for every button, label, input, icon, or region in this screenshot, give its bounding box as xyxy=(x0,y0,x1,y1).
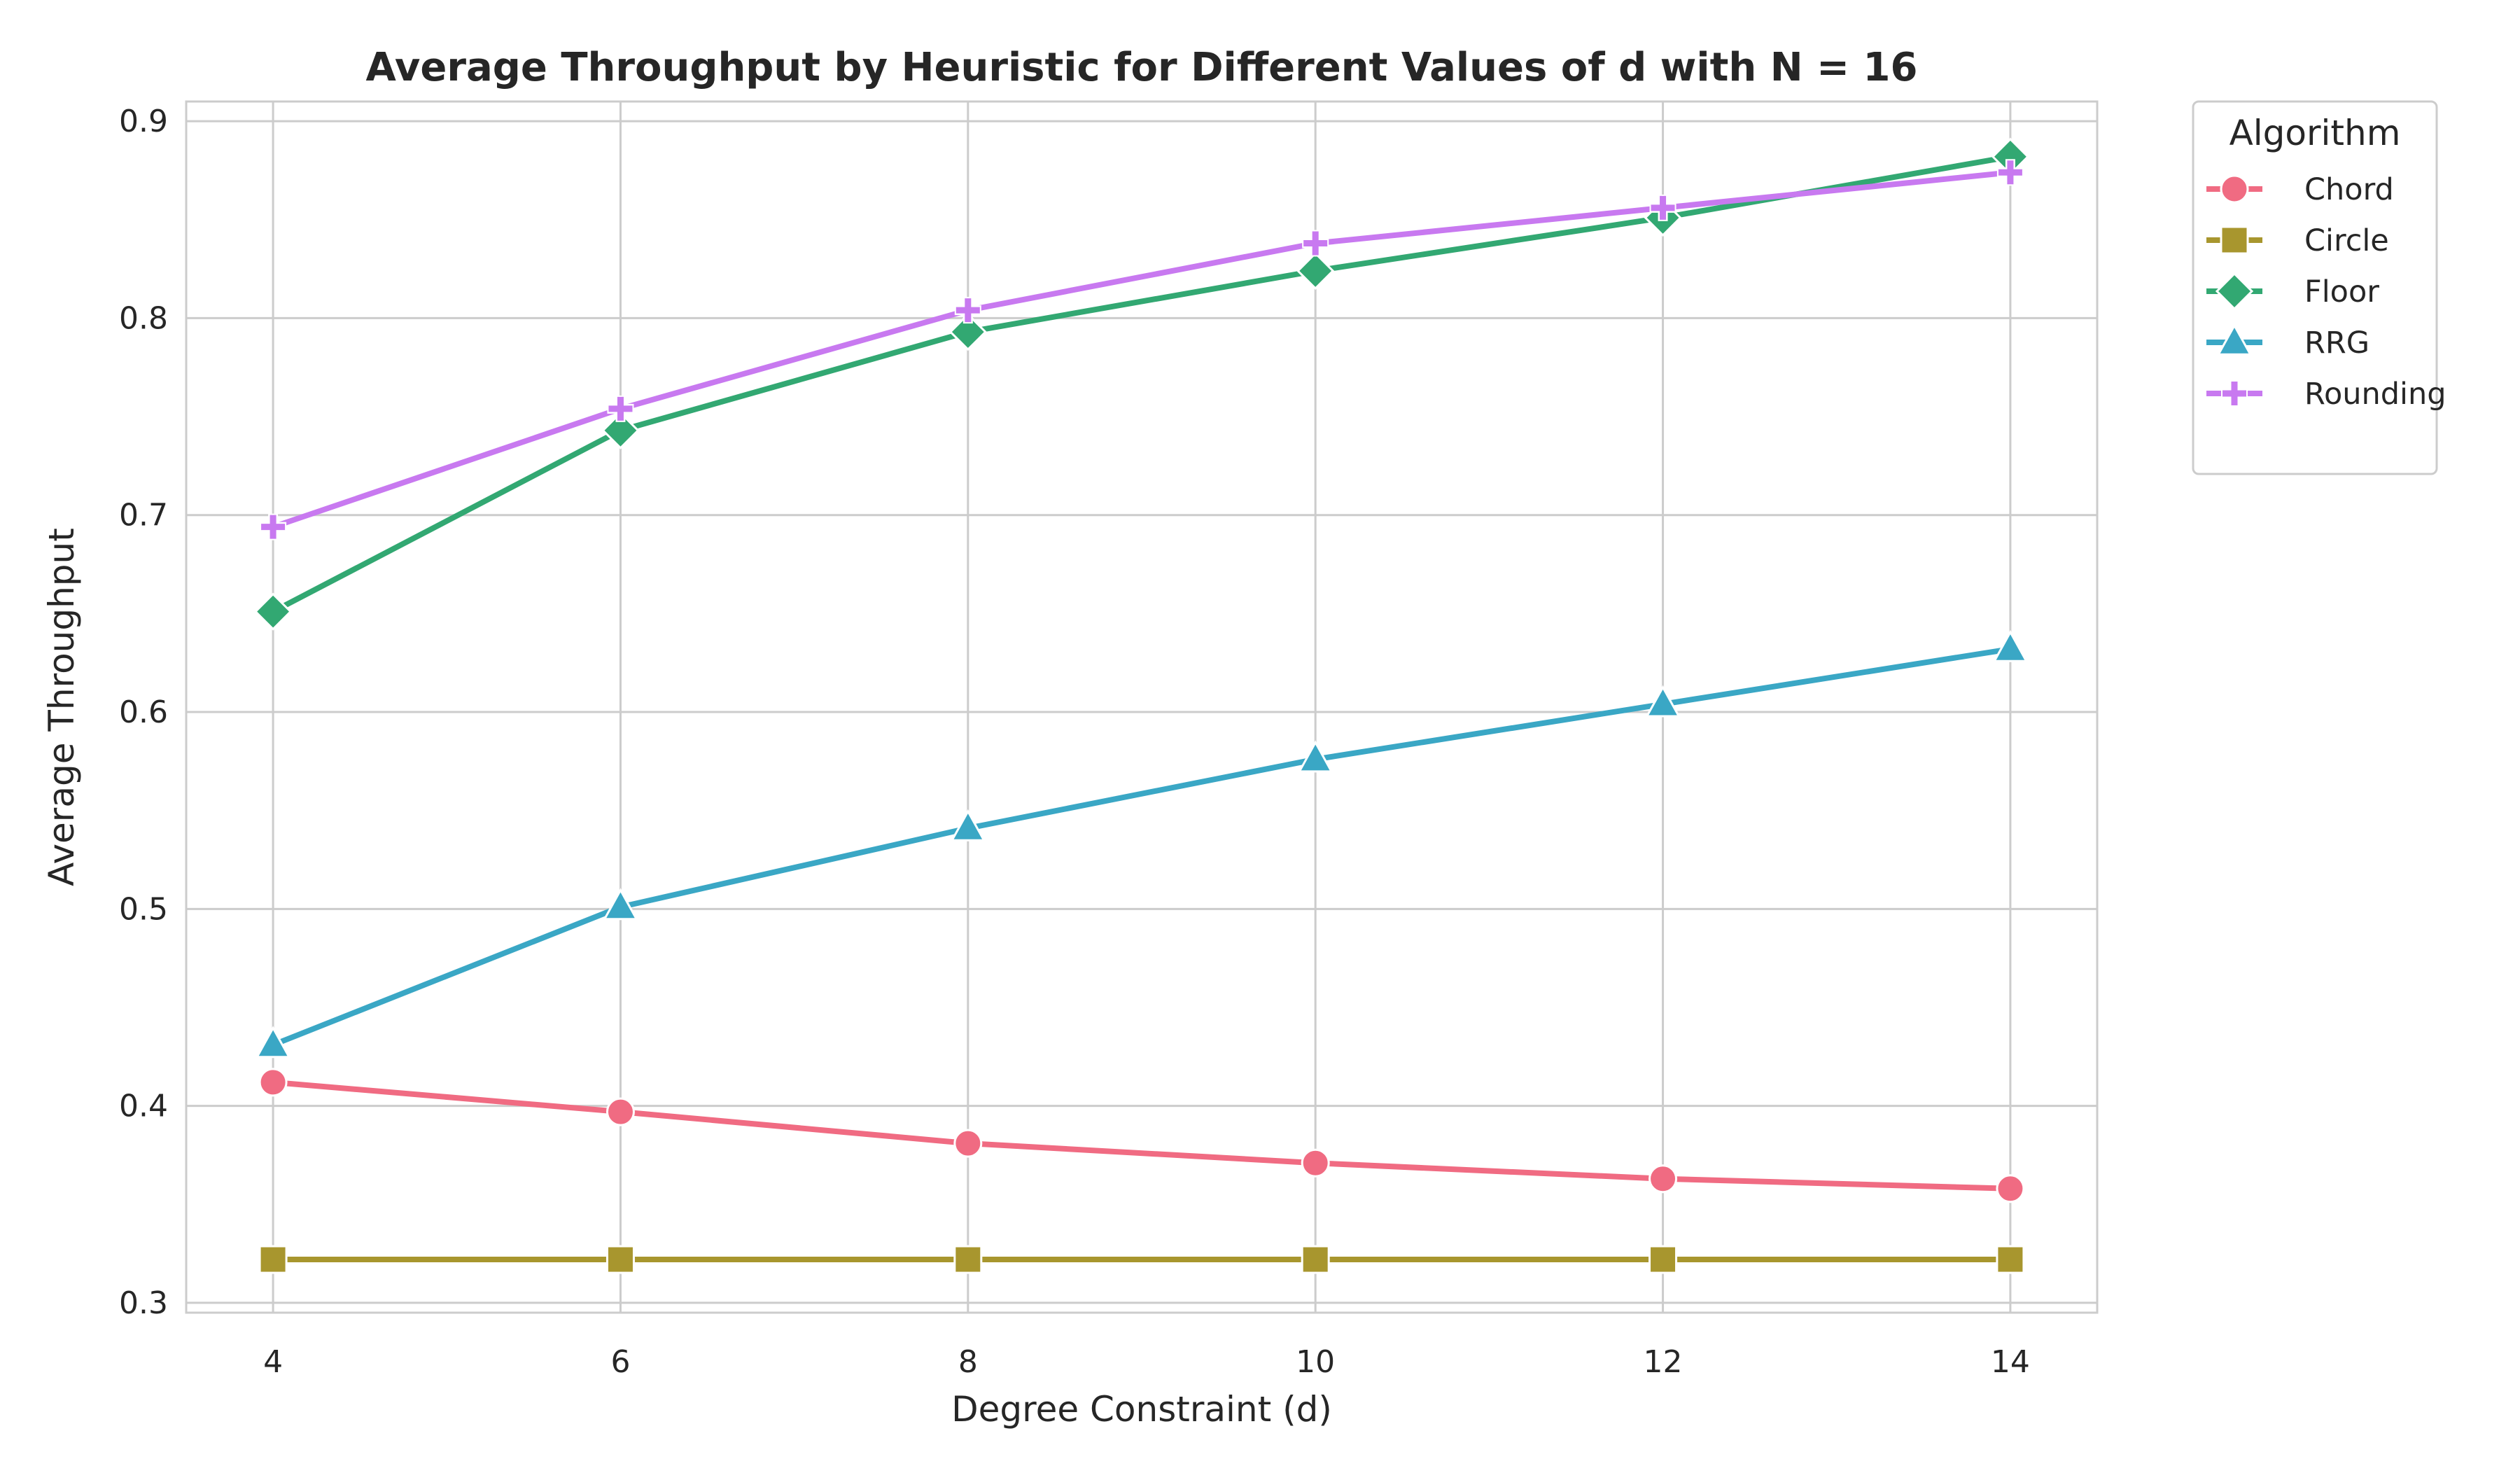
x-tick-label: 10 xyxy=(1296,1344,1335,1380)
y-tick-label: 0.3 xyxy=(119,1285,168,1321)
data-point-rrg xyxy=(603,888,638,921)
data-point-chord xyxy=(606,1097,635,1126)
series-rounding xyxy=(260,159,2024,540)
legend-item-rounding: Rounding xyxy=(2206,377,2446,412)
x-tick-label: 14 xyxy=(1991,1344,2030,1380)
legend-marker-circle xyxy=(2220,225,2249,255)
data-point-chord xyxy=(1996,1174,2025,1203)
y-tick-label: 0.9 xyxy=(119,104,168,139)
data-point-rrg xyxy=(950,809,986,842)
legend-marker-chord xyxy=(2220,174,2249,204)
series-line-rrg xyxy=(270,646,2013,1048)
legend-item-rrg: RRG xyxy=(2206,323,2370,361)
legend-title: Algorithm xyxy=(2230,113,2401,153)
data-point-circle xyxy=(1301,1245,1330,1274)
series-rrg xyxy=(255,629,2029,1059)
data-point-chord xyxy=(1301,1148,1330,1178)
x-tick-label: 8 xyxy=(958,1344,978,1380)
legend-item-floor: Floor xyxy=(2206,272,2379,311)
legend-marker-rrg xyxy=(2216,323,2253,356)
legend-marker-floor xyxy=(2215,272,2254,311)
series-floor xyxy=(253,137,2030,631)
data-point-rrg xyxy=(1297,740,1334,773)
y-tick-label: 0.6 xyxy=(119,694,168,730)
chart-title: Average Throughput by Heuristic for Diff… xyxy=(366,45,1918,90)
data-point-rounding xyxy=(260,513,287,540)
data-point-circle xyxy=(1996,1245,2025,1274)
x-tick-label: 4 xyxy=(263,1344,283,1380)
data-point-chord xyxy=(953,1129,983,1158)
y-axis-label: Average Throughput xyxy=(41,528,82,886)
legend: Algorithm Chord Circle Floor RRG Rounding xyxy=(2192,100,2446,475)
data-point-rounding xyxy=(1302,230,1329,257)
data-point-chord xyxy=(1648,1164,1678,1194)
data-point-rounding xyxy=(954,297,981,324)
plot-area-frame xyxy=(185,100,2099,1314)
series-circle xyxy=(258,1245,2025,1274)
legend-items: Chord Circle Floor RRG Rounding xyxy=(2206,172,2446,412)
axis-ticks: 4 6 8 10 12 14 0.3 0.4 0.5 0.6 0.7 0.8 0.9 xyxy=(119,104,2030,1380)
series-chord xyxy=(258,1068,2025,1203)
data-point-rounding xyxy=(607,395,634,422)
x-axis-label: Degree Constraint (d) xyxy=(951,1389,1332,1430)
legend-item-circle: Circle xyxy=(2206,223,2389,258)
series-line-rounding xyxy=(270,169,2013,530)
y-tick-label: 0.5 xyxy=(119,891,168,927)
data-point-floor xyxy=(601,411,640,449)
series-group xyxy=(253,137,2030,1274)
data-point-floor xyxy=(948,313,987,351)
y-tick-label: 0.7 xyxy=(119,498,168,533)
data-point-rrg xyxy=(255,1026,291,1059)
legend-label-chord: Chord xyxy=(2304,172,2394,207)
y-tick-label: 0.8 xyxy=(119,300,168,336)
data-point-rounding xyxy=(1649,194,1676,221)
series-line-chord xyxy=(270,1079,2013,1192)
data-point-rrg xyxy=(1645,685,1681,718)
data-point-circle xyxy=(258,1245,288,1274)
data-point-floor xyxy=(1296,251,1335,291)
data-point-circle xyxy=(953,1245,983,1274)
data-point-rounding xyxy=(1996,159,2024,186)
grid xyxy=(186,102,2097,1313)
legend-label-rrg: RRG xyxy=(2304,326,2370,361)
y-tick-label: 0.4 xyxy=(119,1089,168,1124)
x-tick-label: 12 xyxy=(1644,1344,1683,1380)
data-point-floor xyxy=(253,592,293,631)
legend-item-chord: Chord xyxy=(2206,172,2394,207)
legend-label-circle: Circle xyxy=(2304,223,2389,258)
data-point-rrg xyxy=(1992,629,2029,662)
x-tick-label: 6 xyxy=(610,1344,630,1380)
data-point-circle xyxy=(606,1245,635,1274)
legend-frame xyxy=(2192,100,2438,475)
data-point-chord xyxy=(258,1068,288,1097)
legend-label-rounding: Rounding xyxy=(2304,377,2446,412)
legend-label-floor: Floor xyxy=(2304,274,2379,309)
data-point-circle xyxy=(1648,1245,1678,1274)
legend-marker-rounding xyxy=(2221,380,2248,407)
series-line-floor xyxy=(270,153,2013,615)
